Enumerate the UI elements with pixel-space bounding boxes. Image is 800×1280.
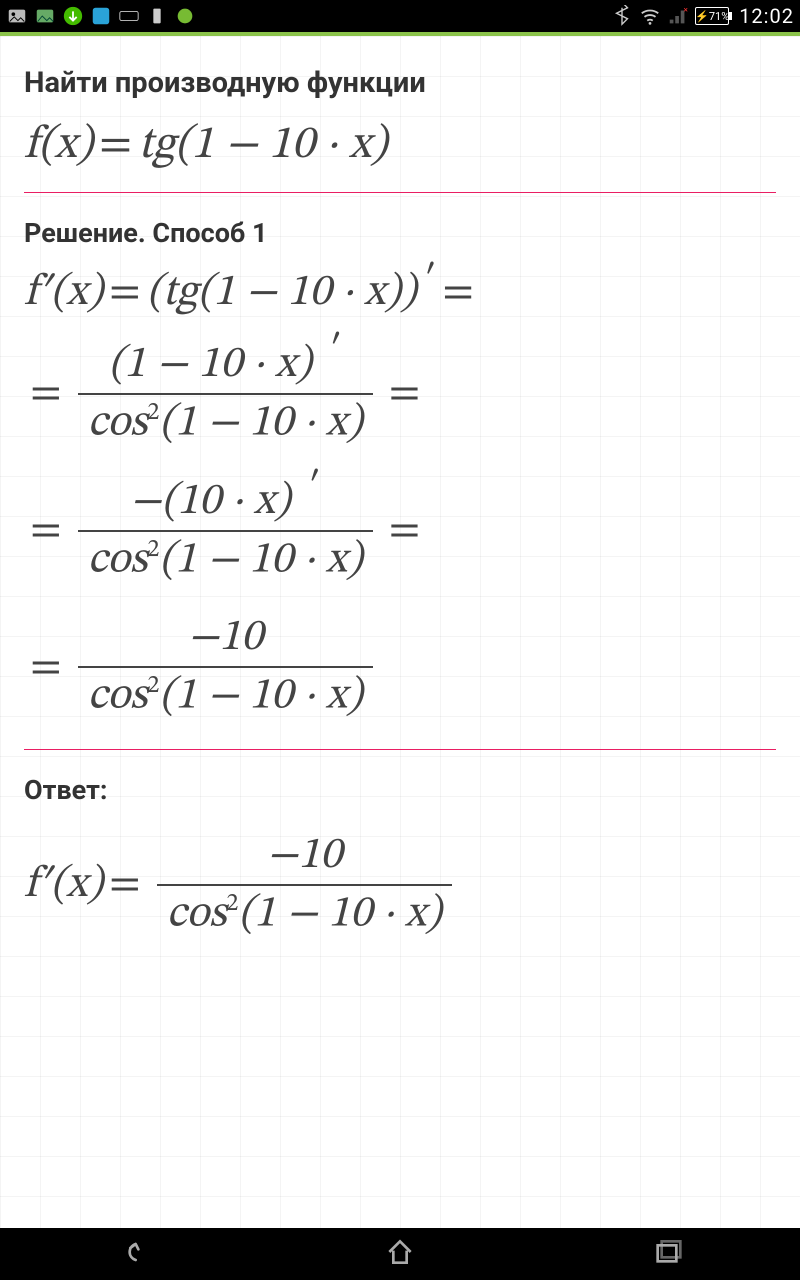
status-left xyxy=(6,5,196,27)
divider-1 xyxy=(24,192,776,193)
home-button[interactable] xyxy=(384,1236,416,1272)
picture2-icon xyxy=(34,5,56,27)
l3-num: −(10 · x) xyxy=(130,480,291,524)
problem-title: Найти производную функции xyxy=(24,66,776,100)
problem-equation: f(x) = tg(1 − 10 · x) xyxy=(24,122,776,168)
prime-mark: ′ xyxy=(330,331,342,370)
divider-2 xyxy=(24,749,776,750)
battery-text: 71% xyxy=(709,10,729,23)
solution-line-3: = −(10 · x) ′ cos2(1 − 10 · x) = xyxy=(24,474,776,589)
sq: 2 xyxy=(147,538,159,562)
eq-sign: = xyxy=(109,271,141,315)
sq: 2 xyxy=(147,674,159,698)
eq-sign: = xyxy=(30,509,62,553)
den-arg: (1 − 10 · x) xyxy=(238,893,441,937)
content-area[interactable]: Найти производную функции f(x) = tg(1 − … xyxy=(0,36,800,1228)
keyboard-icon xyxy=(118,5,140,27)
cos-fn: cos xyxy=(167,893,227,937)
l1-mid: (tg(1 − 10 · x)) xyxy=(147,271,417,315)
eq-sign: = xyxy=(389,509,421,553)
sq: 2 xyxy=(147,401,159,425)
wifi-icon xyxy=(639,5,661,27)
fraction-4: −10 cos2(1 − 10 · x) xyxy=(78,610,373,725)
green-dot-icon xyxy=(174,5,196,27)
back-button[interactable] xyxy=(117,1236,149,1272)
app-icon xyxy=(90,5,112,27)
eq-sign: = xyxy=(109,863,141,907)
den-arg: (1 − 10 · x) xyxy=(159,402,362,446)
recent-button[interactable] xyxy=(651,1236,683,1272)
battery-icon: ⚡ 71% xyxy=(695,7,729,25)
solution-title: Решение. Способ 1 xyxy=(24,217,776,249)
cos-fn: cos xyxy=(88,675,148,719)
ans-num: −10 xyxy=(267,834,342,878)
l1-lhs: f′(x) xyxy=(24,271,103,315)
eq-sign: = xyxy=(442,271,474,315)
den-arg: (1 − 10 · x) xyxy=(159,538,362,582)
status-right: × ⚡ 71% 12:02 xyxy=(611,4,794,28)
cos-fn: cos xyxy=(88,538,148,582)
fraction-ans: −10 cos2(1 − 10 · x) xyxy=(157,828,452,943)
eq-sign: = xyxy=(30,372,62,416)
bluetooth-icon xyxy=(611,5,633,27)
battery-small-icon xyxy=(146,5,168,27)
answer-title: Ответ: xyxy=(24,774,776,806)
eq-sign: = xyxy=(30,646,62,690)
solution-line-1: f′(x) = (tg(1 − 10 · x)) ′ = xyxy=(24,271,776,315)
den-arg: (1 − 10 · x) xyxy=(159,675,362,719)
answer-equation: f′(x) = −10 cos2(1 − 10 · x) xyxy=(24,828,776,943)
l2-num: (1 − 10 · x) xyxy=(108,343,311,387)
fraction-3: −(10 · x) ′ cos2(1 − 10 · x) xyxy=(78,474,373,589)
prime-mark: ′ xyxy=(309,468,321,507)
prime-mark: ′ xyxy=(425,261,437,301)
cos-fn: cos xyxy=(88,402,148,446)
solution-line-2: = (1 − 10 · x) ′ cos2(1 − 10 · x) = xyxy=(24,337,776,452)
picture-icon xyxy=(6,5,28,27)
solution-line-4: = −10 cos2(1 − 10 · x) xyxy=(24,610,776,725)
fx-rhs: tg(1 − 10 · x) xyxy=(138,122,387,168)
ans-lhs: f′(x) xyxy=(24,863,103,907)
fraction-2: (1 − 10 · x) ′ cos2(1 − 10 · x) xyxy=(78,337,373,452)
status-bar: × ⚡ 71% 12:02 xyxy=(0,0,800,32)
svg-text:×: × xyxy=(684,5,688,15)
sq: 2 xyxy=(226,892,238,916)
bolt-icon: ⚡ xyxy=(695,10,709,23)
eq-sign: = xyxy=(99,122,132,168)
clock: 12:02 xyxy=(739,4,794,28)
fx-lhs: f(x) xyxy=(24,122,93,168)
l4-num: −10 xyxy=(188,616,263,660)
eq-sign: = xyxy=(389,372,421,416)
signal-icon: × xyxy=(667,5,689,27)
android-nav-bar xyxy=(0,1228,800,1280)
torrent-icon xyxy=(62,5,84,27)
